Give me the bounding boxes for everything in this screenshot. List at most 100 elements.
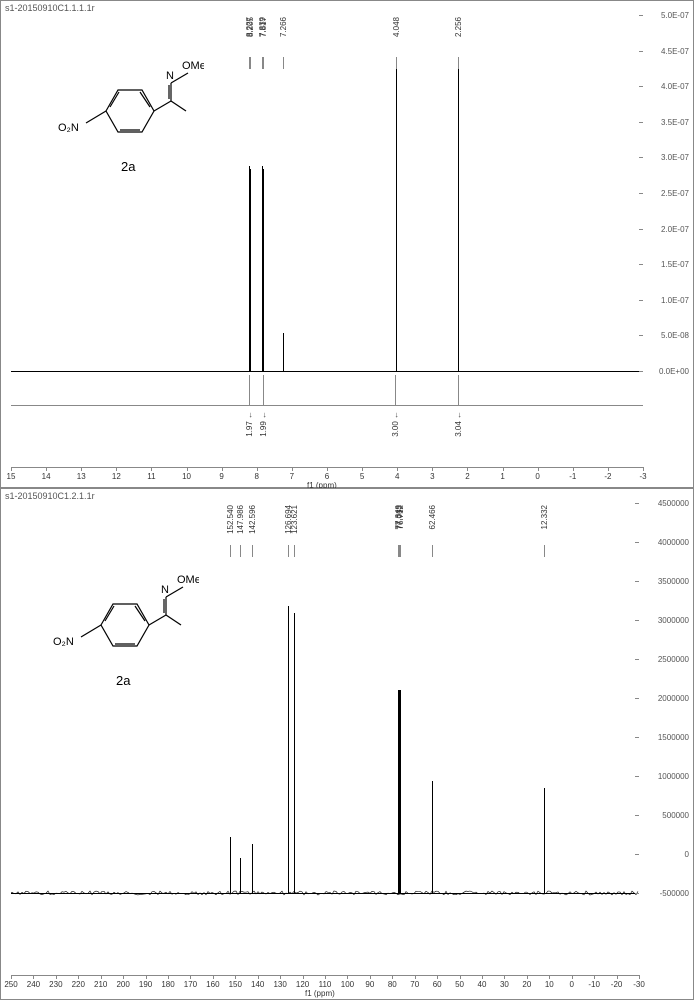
xaxis-tick-mark: [11, 467, 12, 471]
xaxis-tick-label: 100: [341, 980, 354, 989]
xaxis-tick-mark: [538, 467, 539, 471]
yaxis-tick-label: 500000: [662, 811, 689, 820]
yaxis-tick-mark: [635, 737, 639, 738]
yaxis-tick-label: 1500000: [658, 733, 689, 742]
xaxis-tick-label: 2: [465, 472, 469, 481]
xaxis-tick-label: -1: [569, 472, 576, 481]
peak-label-line: [283, 57, 284, 69]
xaxis-tick-mark: [437, 975, 438, 979]
xaxis-tick-label: 13: [77, 472, 86, 481]
yaxis-tick-label: 3000000: [658, 616, 689, 625]
yaxis-tick-mark: [635, 581, 639, 582]
nmr-peak: [544, 788, 545, 893]
xaxis-label: f1 (ppm): [305, 989, 335, 998]
xaxis-tick-mark: [504, 975, 505, 979]
peak-label: 123.621: [290, 505, 299, 534]
peak-label: 147.986: [236, 505, 245, 534]
xaxis-tick-label: 0: [535, 472, 539, 481]
nmr-peak: [250, 169, 251, 371]
yaxis-tick-mark: [639, 157, 643, 158]
xaxis-tick-mark: [81, 467, 82, 471]
xaxis-tick-label: 30: [500, 980, 509, 989]
xaxis-tick-mark: [325, 975, 326, 979]
integral-tick: [263, 375, 264, 405]
xaxis-tick-mark: [347, 975, 348, 979]
xaxis-tick-label: -20: [611, 980, 623, 989]
cnmr-spectrum-panel: s1-20150910C1.2.1.1r O₂N N OMe 2a 152.54…: [0, 488, 694, 1000]
yaxis-tick-mark: [635, 893, 639, 894]
xaxis-tick-label: 130: [273, 980, 286, 989]
integral-label: 1.99 ←: [259, 411, 268, 437]
compound-label-2: 2a: [116, 673, 130, 688]
xaxis-tick-mark: [594, 975, 595, 979]
xaxis-tick-mark: [573, 467, 574, 471]
nmr-peak: [294, 613, 295, 893]
xaxis-tick-label: 80: [388, 980, 397, 989]
xaxis-tick-label: 15: [7, 472, 16, 481]
peak-label: 62.466: [428, 505, 437, 529]
xaxis-tick-label: -3: [639, 472, 646, 481]
xaxis-tick-label: 8: [255, 472, 259, 481]
xaxis-tick-label: 4: [395, 472, 399, 481]
yaxis-tick-label: 2500000: [658, 655, 689, 664]
xaxis-tick-label: 20: [522, 980, 531, 989]
xaxis-tick-label: 7: [290, 472, 294, 481]
xaxis-tick-mark: [151, 467, 152, 471]
yaxis-tick-mark: [635, 815, 639, 816]
integral-baseline: [11, 405, 643, 406]
xaxis-tick-mark: [527, 975, 528, 979]
xaxis-tick-label: 5: [360, 472, 364, 481]
nmr-peak: [240, 858, 241, 893]
nmr-peak: [252, 844, 253, 893]
peak-label-line: [230, 545, 231, 557]
yaxis-tick-mark: [635, 698, 639, 699]
yaxis-tick-mark: [635, 776, 639, 777]
molecule-structure-2: O₂N N OMe: [51, 555, 199, 665]
integral-tick: [458, 375, 459, 405]
xaxis-tick-label: 70: [410, 980, 419, 989]
xaxis-tick-mark: [608, 467, 609, 471]
xaxis-tick-mark: [280, 975, 281, 979]
xaxis-tick-mark: [327, 467, 328, 471]
xaxis-tick-label: 230: [49, 980, 62, 989]
xaxis-tick-label: 40: [478, 980, 487, 989]
yaxis-tick-label: 4.5E-07: [661, 47, 689, 56]
nmr-peak: [400, 690, 401, 893]
xaxis-tick-label: 160: [206, 980, 219, 989]
molecule-structure-1: O₂N N OMe: [56, 41, 204, 151]
yaxis-tick-mark: [639, 229, 643, 230]
yaxis-tick-label: 1000000: [658, 772, 689, 781]
yaxis-tick-label: 3.0E-07: [661, 153, 689, 162]
xaxis-tick-label: 10: [182, 472, 191, 481]
peak-label-line: [400, 545, 401, 557]
xaxis-tick-mark: [392, 975, 393, 979]
baseline: [11, 371, 643, 372]
panel2-title: s1-20150910C1.2.1.1r: [5, 491, 95, 501]
peak-label: 2.256: [454, 17, 463, 37]
xaxis-tick-mark: [78, 975, 79, 979]
peak-label-line: [288, 545, 289, 557]
xaxis-tick-label: 50: [455, 980, 464, 989]
xaxis-tick-label: 210: [94, 980, 107, 989]
xaxis-tick-mark: [101, 975, 102, 979]
peak-label: 76.712: [396, 505, 405, 529]
xaxis-tick-mark: [123, 975, 124, 979]
yaxis-tick-mark: [635, 503, 639, 504]
xaxis-tick-mark: [292, 467, 293, 471]
svg-text:OMe: OMe: [182, 60, 204, 72]
xaxis-tick-label: 190: [139, 980, 152, 989]
xaxis-tick-mark: [639, 975, 640, 979]
xaxis-tick-mark: [168, 975, 169, 979]
panel1-title: s1-20150910C1.1.1.1r: [5, 3, 95, 13]
xaxis-tick-mark: [460, 975, 461, 979]
peak-label: 142.596: [248, 505, 257, 534]
peak-label-line: [396, 57, 397, 69]
xaxis-tick-mark: [415, 975, 416, 979]
yaxis-tick-mark: [639, 193, 643, 194]
xaxis-tick-mark: [213, 975, 214, 979]
yaxis-tick-label: 2000000: [658, 694, 689, 703]
xaxis-tick-label: 6: [325, 472, 329, 481]
yaxis-tick-label: 2.5E-07: [661, 189, 689, 198]
xaxis-tick-label: 140: [251, 980, 264, 989]
xaxis-tick-mark: [56, 975, 57, 979]
